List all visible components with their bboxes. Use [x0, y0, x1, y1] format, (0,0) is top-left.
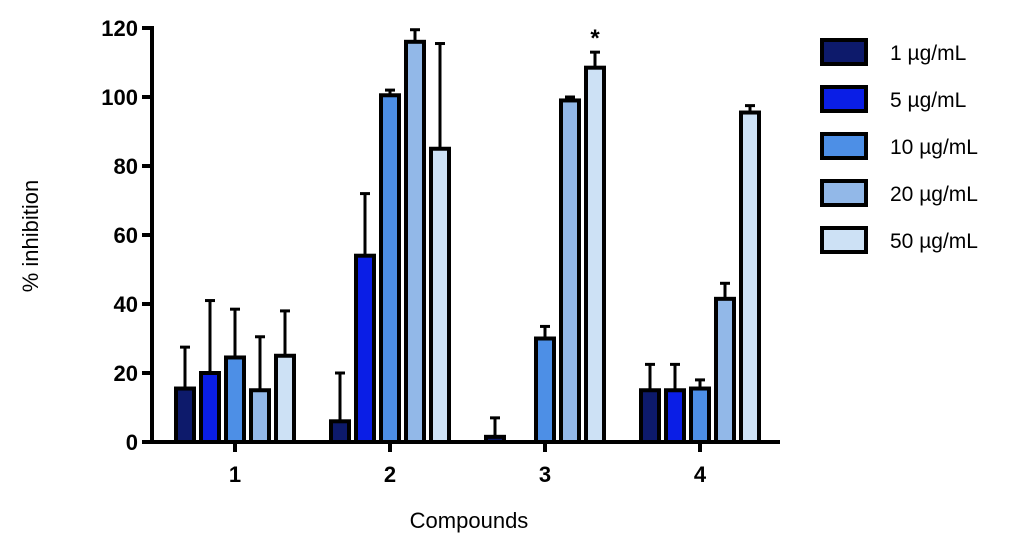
legend-swatch — [820, 226, 868, 254]
bar — [484, 434, 506, 445]
x-tick-label: 2 — [384, 462, 396, 487]
legend-label: 50 µg/mL — [890, 230, 978, 253]
x-axis: 1 2 3 4 — [150, 440, 780, 487]
x-tick-label: 3 — [539, 462, 551, 487]
bar — [379, 93, 401, 445]
legend-label: 10 µg/mL — [890, 136, 978, 159]
bar — [664, 388, 686, 444]
legend-label: 1 µg/mL — [890, 42, 966, 65]
y-tick-label: 100 — [101, 85, 138, 110]
bar — [354, 253, 376, 444]
y-tick-label: 80 — [114, 154, 138, 179]
y-tick-label: 60 — [114, 223, 138, 248]
legend: 1 µg/mL 5 µg/mL 10 µg/mL 20 µg/mL 50 µg/mL — [820, 38, 978, 254]
bar — [584, 65, 606, 445]
y-axis: 0 20 40 60 80 100 120 — [101, 16, 154, 455]
legend-swatch — [820, 179, 868, 207]
legend-label: 20 µg/mL — [890, 183, 978, 206]
bar — [174, 386, 196, 444]
legend-label: 5 µg/mL — [890, 89, 966, 112]
bar — [534, 336, 556, 444]
bar — [274, 353, 296, 444]
y-tick-label: 40 — [114, 292, 138, 317]
bar-series-group: * — [174, 25, 761, 445]
bar — [329, 419, 351, 444]
bar — [689, 386, 711, 444]
x-tick-label: 1 — [229, 462, 241, 487]
bar — [404, 39, 426, 445]
y-tick-label: 0 — [126, 430, 138, 455]
bar — [739, 110, 761, 445]
x-axis-title: Compounds — [410, 508, 529, 533]
bar — [714, 296, 736, 445]
bar — [199, 371, 221, 444]
y-tick-label: 120 — [101, 16, 138, 41]
bar — [639, 388, 661, 444]
bar — [429, 146, 451, 444]
bar — [224, 355, 246, 445]
significance-marker: * — [590, 25, 600, 52]
y-axis-title: % inhibition — [18, 180, 43, 293]
legend-swatch — [820, 38, 868, 66]
legend-swatch — [820, 132, 868, 160]
bar — [559, 98, 581, 444]
bar — [249, 388, 271, 444]
legend-swatch — [820, 85, 868, 113]
y-tick-label: 20 — [114, 361, 138, 386]
x-tick-label: 4 — [694, 462, 707, 487]
